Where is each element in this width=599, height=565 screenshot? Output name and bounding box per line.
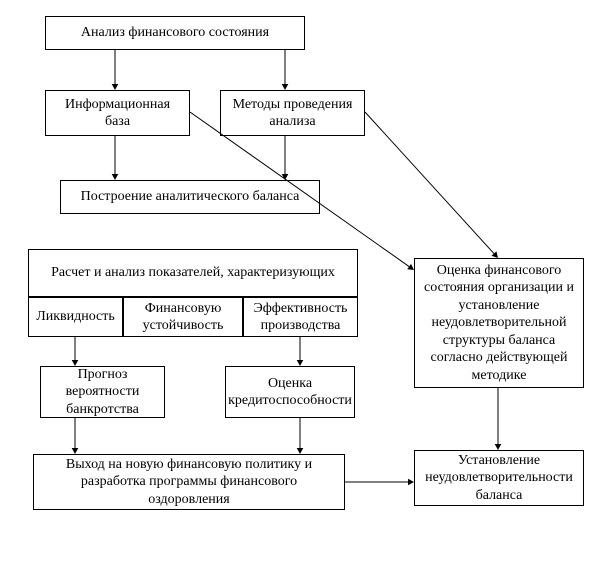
node-methods: Методы проведения анализа (220, 90, 365, 136)
node-balance-build: Построение аналитического баланса (60, 180, 320, 214)
node-info-base: Информационная база (45, 90, 190, 136)
node-bankruptcy-forecast: Прогноз вероятности банкротства (40, 366, 165, 418)
diagram-canvas: Анализ финансового состояния Информацион… (0, 0, 599, 565)
edge-e3-9 (365, 112, 494, 254)
node-credit-worth: Оценка кредитоспособности (225, 366, 355, 418)
node-prod-efficiency: Эффективность производства (243, 297, 358, 337)
node-fin-stability: Финансовую устойчивость (123, 297, 243, 337)
node-new-policy: Выход на новую финансовую политику и раз… (33, 454, 345, 510)
node-liquidity: Ликвидность (28, 297, 123, 337)
arrowhead-e3-9 (492, 251, 498, 258)
node-analysis: Анализ финансового состояния (45, 16, 305, 50)
arrowhead-e2-9 (407, 264, 414, 270)
node-balance-unsat: Установление неудовлетворительности бала… (414, 450, 584, 506)
node-org-assessment: Оценка финансового состояния организации… (414, 258, 584, 388)
node-indicators-header: Расчет и анализ показателей, характеризу… (28, 249, 358, 297)
